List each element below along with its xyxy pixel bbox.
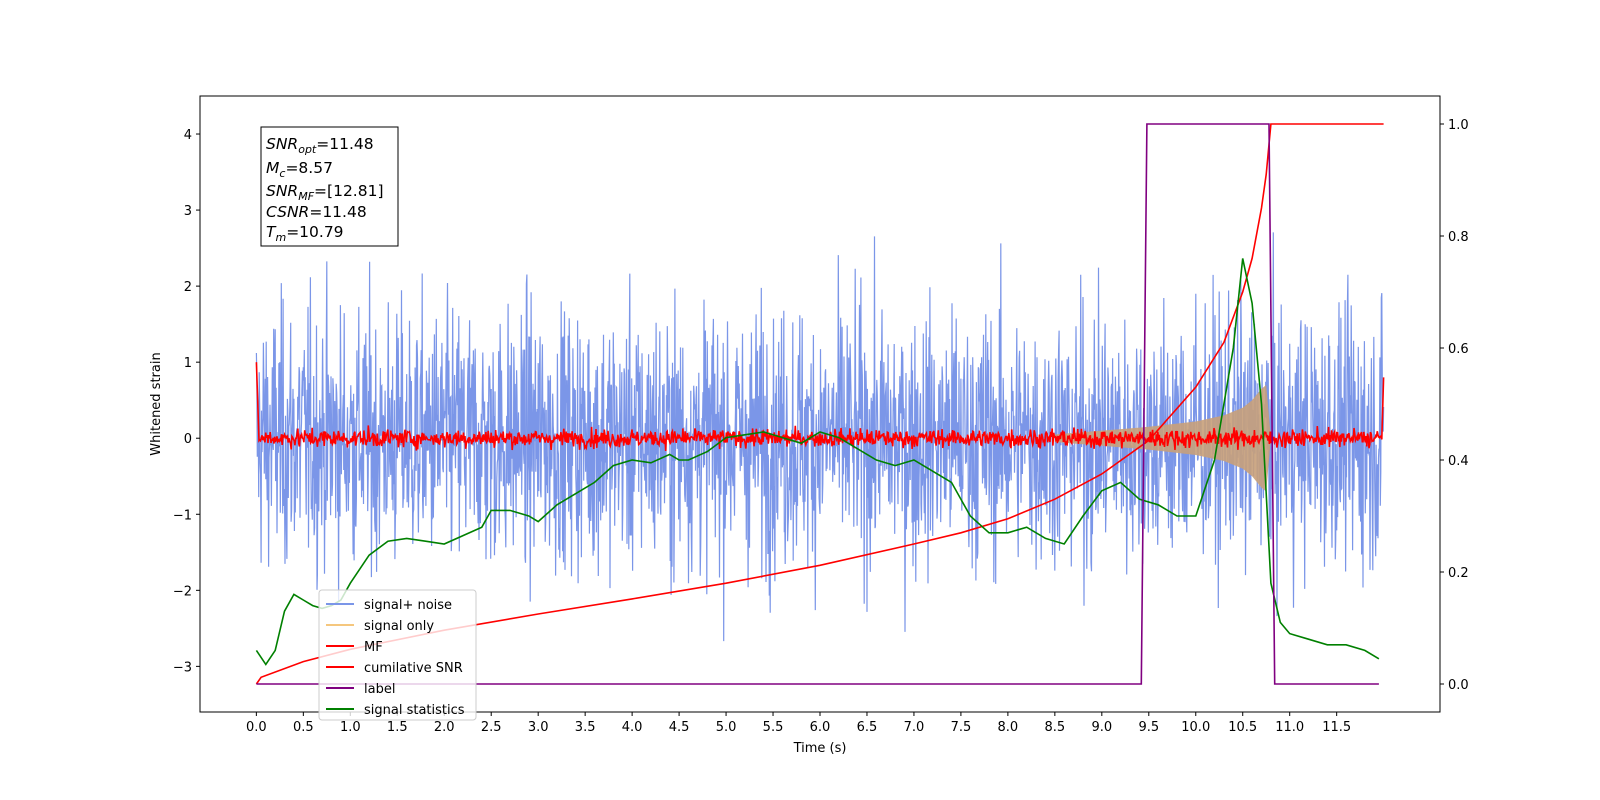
legend: signal+ noise signal only MF cumilative … <box>318 589 477 721</box>
x-tick-label: 7.0 <box>904 720 925 735</box>
svg-text:signal statistics: signal statistics <box>364 703 465 718</box>
x-tick-label: 6.0 <box>810 720 831 735</box>
legend-item-label: label <box>326 682 395 697</box>
x-tick-label: 6.5 <box>857 720 878 735</box>
series-signal-noise <box>255 232 1385 642</box>
y2-tick-label: 1.0 <box>1448 118 1469 133</box>
y-tick-label: 3 <box>184 204 192 219</box>
stat-snr-mf: SNRMF=[12.81] <box>266 182 384 203</box>
svg-text:cumilative SNR: cumilative SNR <box>364 661 463 676</box>
y-tick-label: −3 <box>173 660 192 675</box>
x-tick-label: 2.0 <box>434 720 455 735</box>
stats-box: SNRopt=11.48 Mc=8.57 SNRMF=[12.81] CSNR=… <box>260 126 399 247</box>
y2-tick-label: 0.8 <box>1448 230 1469 245</box>
series-signal-only <box>1054 385 1271 492</box>
y2-tick-label: 0.0 <box>1448 678 1469 693</box>
y-tick-label: 4 <box>184 128 192 143</box>
axes-layer: 0.0 0.5 1.0 1.5 2.0 2.5 3.0 3.5 4.0 4.5 5.0 5.5 6.0 6… <box>173 118 1469 735</box>
y-axis-label: Whitened strain <box>149 352 164 455</box>
svg-text:MF: MF <box>364 640 383 655</box>
x-tick-label: 8.0 <box>998 720 1019 735</box>
y2-tick-label: 0.6 <box>1448 342 1469 357</box>
x-tick-label: 2.5 <box>481 720 502 735</box>
x-tick-label: 11.5 <box>1322 720 1351 735</box>
x-tick-label: 9.5 <box>1138 720 1159 735</box>
x-tick-label: 5.0 <box>716 720 737 735</box>
x-tick-label: 1.0 <box>340 720 361 735</box>
x-tick-label: 10.5 <box>1228 720 1257 735</box>
y-tick-label: 2 <box>184 280 192 295</box>
x-tick-label: 7.5 <box>951 720 972 735</box>
legend-item-signal-noise: signal+ noise <box>326 598 452 613</box>
x-tick-label: 8.5 <box>1045 720 1066 735</box>
legend-item-cumulative-snr: cumilative SNR <box>326 661 463 676</box>
svg-text:signal only: signal only <box>364 619 434 634</box>
stat-snr-opt: SNRopt=11.48 <box>266 135 374 156</box>
x-tick-label: 10.0 <box>1181 720 1210 735</box>
stat-tm: Tm=10.79 <box>266 223 344 244</box>
legend-item-mf: MF <box>326 640 383 655</box>
x-tick-label: 4.5 <box>669 720 690 735</box>
x-tick-label: 11.0 <box>1275 720 1304 735</box>
x-axis-label: Time (s) <box>793 741 847 756</box>
x-tick-label: 3.5 <box>575 720 596 735</box>
legend-item-signal-statistics: signal statistics <box>326 703 465 718</box>
svg-text:signal+ noise: signal+ noise <box>364 598 452 613</box>
stat-csnr: CSNR=11.48 <box>266 203 367 221</box>
y-tick-label: 0 <box>184 432 192 447</box>
x-tick-label: 4.0 <box>622 720 643 735</box>
x-tick-label: 1.5 <box>387 720 408 735</box>
series-signal-statistics <box>255 258 1380 666</box>
y2-tick-label: 0.2 <box>1448 566 1469 581</box>
x-tick-label: 0.5 <box>293 720 314 735</box>
y2-tick-label: 0.4 <box>1448 454 1469 469</box>
x-tick-label: 0.0 <box>246 720 267 735</box>
stat-mc: Mc=8.57 <box>266 159 333 180</box>
y-tick-label: 1 <box>184 356 192 371</box>
svg-text:label: label <box>364 682 395 697</box>
x-tick-label: 3.0 <box>528 720 549 735</box>
x-tick-label: 5.5 <box>763 720 784 735</box>
x-tick-label: 9.0 <box>1091 720 1112 735</box>
legend-item-signal-only: signal only <box>326 619 434 634</box>
series-mf <box>255 362 1385 452</box>
series-label <box>256 123 1379 685</box>
y-tick-label: −1 <box>173 508 192 523</box>
y-tick-label: −2 <box>173 584 192 599</box>
